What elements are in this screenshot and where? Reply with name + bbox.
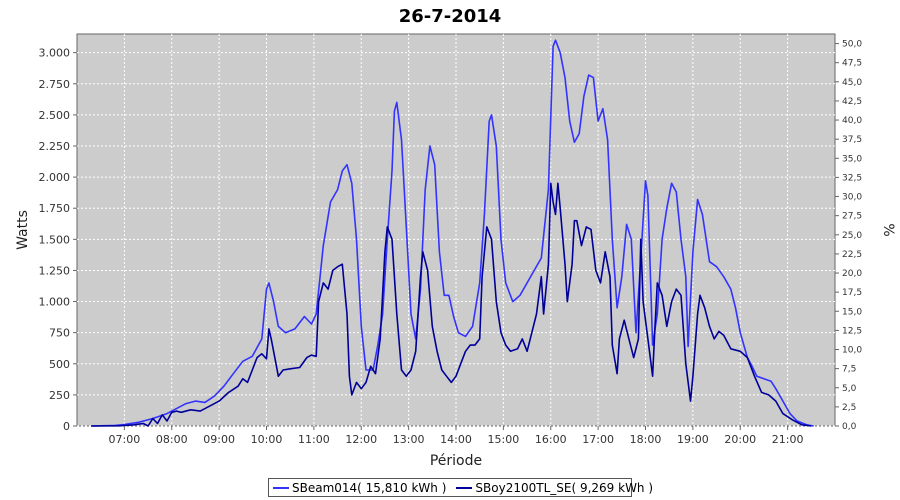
x-tick-label: 10:00 xyxy=(251,433,283,446)
y2-tick-label: 37,5 xyxy=(842,135,862,145)
y-tick-label: 2.250 xyxy=(39,140,71,153)
x-tick-label: 14:00 xyxy=(440,433,472,446)
y-tick-label: 2.750 xyxy=(39,78,71,91)
y-tick-label: 1.250 xyxy=(39,264,71,277)
x-tick-label: 13:00 xyxy=(393,433,425,446)
y2-tick-label: 22,5 xyxy=(842,250,862,260)
x-tick-label: 20:00 xyxy=(724,433,756,446)
y2-tick-label: 47,5 xyxy=(842,59,862,69)
legend-label-sbeam: SBeam014( 15,810 kWh ) xyxy=(292,480,447,495)
x-tick-label: 07:00 xyxy=(109,433,141,446)
y-tick-label: 250 xyxy=(49,389,70,402)
y-tick-label: 1.750 xyxy=(39,202,71,215)
x-tick-label: 12:00 xyxy=(345,433,377,446)
x-tick-label: 09:00 xyxy=(203,433,235,446)
y-tick-label: 0 xyxy=(63,420,70,433)
x-axis-label: Période xyxy=(430,453,482,469)
y-tick-label: 1.500 xyxy=(39,233,71,246)
y2-axis-label: % xyxy=(880,223,896,236)
y2-tick-label: 45,0 xyxy=(842,78,862,88)
y2-tick-label: 50,0 xyxy=(842,40,862,50)
x-tick-label: 19:00 xyxy=(677,433,709,446)
legend-swatch-sboy xyxy=(456,486,473,489)
x-tick-label: 15:00 xyxy=(488,433,520,446)
series-line-1 xyxy=(91,182,812,427)
y2-tick-label: 5,0 xyxy=(842,384,857,394)
y2-tick-label: 32,5 xyxy=(842,173,862,183)
y2-tick-label: 0,0 xyxy=(842,422,857,432)
y2-tick-label: 10,0 xyxy=(842,346,862,356)
y-tick-label: 500 xyxy=(49,358,70,371)
x-tick-label: 16:00 xyxy=(535,433,567,446)
y2-tick-label: 15,0 xyxy=(842,307,862,317)
y-tick-label: 1.000 xyxy=(39,296,71,309)
y2-tick-label: 17,5 xyxy=(842,288,862,298)
legend-item-sboy: SBoy2100TL_SE( 9,269 kWh ) xyxy=(456,481,653,495)
y2-tick-label: 7,5 xyxy=(842,365,856,375)
y-tick-label: 750 xyxy=(49,327,70,340)
series-layer xyxy=(91,39,814,427)
legend-label-sboy: SBoy2100TL_SE( 9,269 kWh ) xyxy=(475,480,654,495)
y2-tick-label: 27,5 xyxy=(842,212,862,222)
legend-swatch-sbeam xyxy=(273,486,289,489)
y2-tick-label: 40,0 xyxy=(842,116,862,126)
chart-legend: SBeam014( 15,810 kWh ) SBoy2100TL_SE( 9,… xyxy=(268,478,653,497)
y2-tick-label: 30,0 xyxy=(842,193,862,203)
legend-item-sbeam: SBeam014( 15,810 kWh ) xyxy=(273,481,446,495)
x-tick-label: 08:00 xyxy=(156,433,188,446)
x-tick-label: 21:00 xyxy=(772,433,804,446)
x-tick-label: 11:00 xyxy=(298,433,330,446)
grid-layer xyxy=(77,34,835,427)
x-tick-label: 18:00 xyxy=(630,433,662,446)
series-line-0 xyxy=(91,39,814,427)
x-tick-label: 17:00 xyxy=(582,433,614,446)
y-tick-label: 2.000 xyxy=(39,171,71,184)
y2-tick-label: 35,0 xyxy=(842,154,862,164)
chart-title: 26-7-2014 xyxy=(399,6,502,27)
axis-layer: 07:00 08:00 09:00 10:00 11:00 12:00 13:00 14:00… xyxy=(39,40,863,446)
y2-tick-label: 2,5 xyxy=(842,403,856,413)
y-axis-label: Watts xyxy=(15,210,31,250)
y2-tick-label: 12,5 xyxy=(842,326,862,336)
y2-tick-label: 42,5 xyxy=(842,97,862,107)
y-tick-label: 3.000 xyxy=(39,47,71,60)
y-tick-label: 2.500 xyxy=(39,109,71,122)
y2-tick-label: 20,0 xyxy=(842,269,862,279)
y2-tick-label: 25,0 xyxy=(842,231,862,241)
